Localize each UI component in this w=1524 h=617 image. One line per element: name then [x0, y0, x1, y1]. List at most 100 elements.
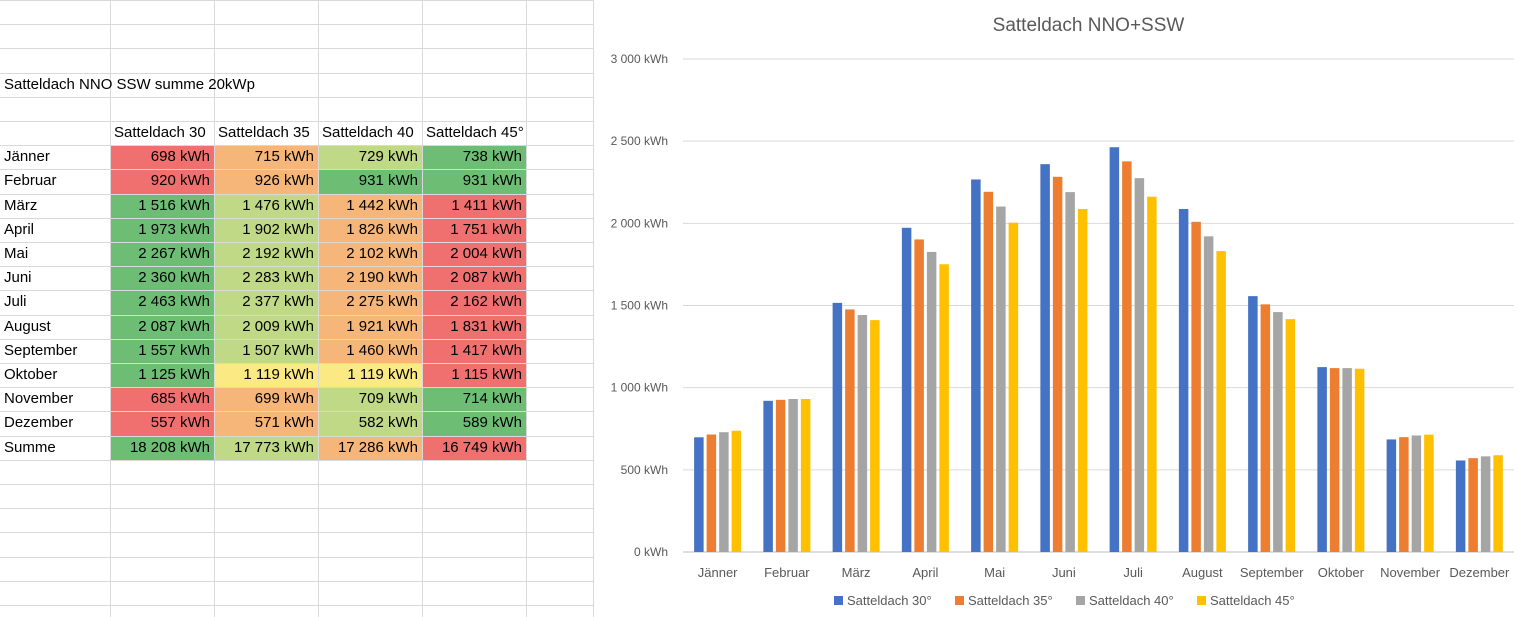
value-cell[interactable]: 2 162 kWh: [450, 293, 522, 311]
value-cell[interactable]: 17 286 kWh: [337, 438, 418, 456]
bar: [1178, 209, 1189, 553]
value-cell[interactable]: 2 267 kWh: [138, 245, 210, 262]
value-cell[interactable]: 1 902 kWh: [242, 220, 314, 238]
cell-fill: [318, 363, 422, 388]
value-cell[interactable]: 17 773 kWh: [233, 438, 314, 456]
value-cell[interactable]: 715 kWh: [254, 148, 314, 166]
cell-fill: [110, 242, 214, 267]
value-cell[interactable]: 698 kWh: [150, 148, 210, 166]
row-label[interactable]: November: [4, 390, 74, 408]
value-cell[interactable]: 1 921 kWh: [346, 317, 418, 335]
value-cell[interactable]: 1 115 kWh: [451, 366, 522, 383]
value-cell[interactable]: 2 192 kWh: [242, 245, 314, 262]
value-cell[interactable]: 1 476 kWh: [242, 196, 314, 214]
value-cell[interactable]: 1 119 kWh: [243, 366, 314, 383]
row-label[interactable]: September: [4, 341, 78, 359]
bar: [1317, 367, 1327, 552]
value-cell[interactable]: 738 kWh: [462, 148, 522, 166]
value-cell[interactable]: 2 004 kWh: [450, 245, 522, 262]
value-cell[interactable]: 931 kWh: [358, 172, 418, 190]
value-cell[interactable]: 685 kWh: [150, 390, 210, 408]
spreadsheet-grid[interactable]: Satteldach NNO SSW summe 20kWp Satteldach…: [0, 0, 593, 617]
value-cell[interactable]: 699 kWh: [254, 390, 314, 408]
cell-fill: [214, 411, 318, 436]
value-cell[interactable]: 714 kWh: [462, 390, 522, 408]
cell-fill: [214, 242, 318, 267]
value-cell[interactable]: 2 360 kWh: [138, 269, 210, 287]
column-header[interactable]: Satteldach 35: [218, 124, 310, 141]
bar: [800, 399, 811, 552]
row-label[interactable]: Februar: [4, 172, 57, 190]
bar-chart[interactable]: Satteldach NNO+SSW 0 kWh 500 kWh 1 000 kWh 1…: [593, 0, 1524, 617]
value-cell[interactable]: 1 826 kWh: [346, 220, 418, 238]
value-cell[interactable]: 1 973 kWh: [138, 220, 210, 238]
row-label[interactable]: Juni: [4, 269, 32, 287]
value-cell[interactable]: 2 087 kWh: [450, 269, 522, 287]
column-header[interactable]: Satteldach 40: [322, 124, 414, 141]
row-label[interactable]: Dezember: [4, 414, 74, 432]
value-cell[interactable]: 589 kWh: [462, 414, 522, 432]
bar: [1260, 304, 1271, 552]
value-cell[interactable]: 571 kWh: [254, 414, 314, 432]
bar: [857, 315, 868, 552]
value-cell[interactable]: 2 009 kWh: [242, 317, 314, 335]
value-cell[interactable]: 2 283 kWh: [242, 269, 314, 287]
row-label[interactable]: Mai: [4, 245, 29, 262]
value-cell[interactable]: 18 208 kWh: [129, 438, 210, 456]
value-cell[interactable]: 2 463 kWh: [138, 293, 210, 311]
value-cell[interactable]: 1 557 kWh: [138, 341, 210, 359]
bar: [719, 432, 729, 552]
value-cell[interactable]: 1 831 kWh: [450, 317, 522, 335]
row-label[interactable]: März: [4, 196, 38, 214]
sheet-title[interactable]: Satteldach NNO SSW summe 20kWp: [4, 75, 255, 93]
value-cell[interactable]: 2 102 kWh: [346, 245, 418, 262]
row-label[interactable]: Oktober: [4, 366, 58, 383]
column-header[interactable]: Satteldach 45°: [426, 124, 524, 141]
row-label[interactable]: August: [4, 317, 51, 335]
col-gridline: [318, 0, 319, 617]
bar: [788, 399, 798, 552]
value-cell[interactable]: 582 kWh: [358, 414, 418, 432]
cell-fill: [318, 314, 422, 339]
value-cell[interactable]: 1 119 kWh: [347, 366, 418, 383]
value-cell[interactable]: 2 087 kWh: [138, 317, 210, 335]
row-gridline: [0, 193, 593, 195]
value-cell[interactable]: 1 460 kWh: [346, 341, 418, 359]
value-cell[interactable]: 1 516 kWh: [138, 196, 210, 214]
cell-fill: [214, 290, 318, 315]
value-cell[interactable]: 729 kWh: [358, 148, 418, 166]
value-cell[interactable]: 2 190 kWh: [346, 269, 418, 287]
cell-fill: [318, 338, 422, 363]
value-cell[interactable]: 1 442 kWh: [346, 196, 418, 214]
value-cell[interactable]: 557 kWh: [150, 414, 210, 432]
row-gridline: [0, 435, 593, 437]
value-cell[interactable]: 920 kWh: [150, 172, 210, 190]
value-cell[interactable]: 2 377 kWh: [242, 293, 314, 311]
bar: [845, 309, 855, 552]
bar: [1411, 435, 1422, 552]
chart-title: Satteldach NNO+SSW: [993, 15, 1185, 36]
cell-fill: [318, 266, 422, 291]
value-cell[interactable]: 1 125 kWh: [138, 366, 210, 383]
cell-fill: [214, 145, 318, 170]
row-label[interactable]: Juli: [4, 293, 27, 311]
row-label[interactable]: Jänner: [4, 148, 50, 166]
legend-swatch: [1197, 596, 1206, 605]
value-cell[interactable]: 1 417 kWh: [450, 341, 522, 359]
row-label[interactable]: April: [4, 220, 35, 238]
value-cell[interactable]: 709 kWh: [358, 390, 418, 408]
cell-fill: [214, 338, 318, 363]
value-cell[interactable]: 16 749 kWh: [441, 438, 522, 456]
value-cell[interactable]: 2 275 kWh: [346, 293, 418, 311]
value-cell[interactable]: 931 kWh: [462, 172, 522, 190]
x-tick-label: Dezember: [1449, 565, 1510, 580]
value-cell[interactable]: 1 751 kWh: [450, 220, 522, 238]
cell-fill: [110, 435, 214, 460]
value-cell[interactable]: 1 507 kWh: [242, 341, 314, 359]
value-cell[interactable]: 926 kWh: [254, 172, 314, 190]
column-header[interactable]: Satteldach 30: [114, 124, 206, 141]
bar: [763, 400, 773, 552]
cell-fill: [214, 435, 318, 460]
row-label[interactable]: Summe: [4, 438, 56, 456]
value-cell[interactable]: 1 411 kWh: [451, 196, 522, 214]
